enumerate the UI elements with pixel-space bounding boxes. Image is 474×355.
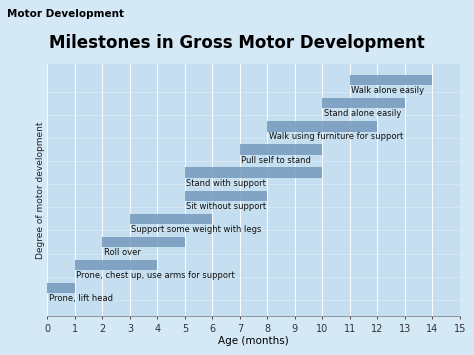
Bar	[185, 191, 267, 201]
Bar	[75, 260, 157, 270]
Bar	[185, 167, 322, 178]
Text: Pull self to stand: Pull self to stand	[241, 155, 311, 165]
Bar	[322, 98, 405, 108]
Text: Motor Development: Motor Development	[7, 9, 124, 19]
Text: Roll over: Roll over	[104, 248, 141, 257]
Text: Prone, lift head: Prone, lift head	[49, 294, 113, 303]
Text: Walk alone easily: Walk alone easily	[351, 86, 424, 95]
Bar	[350, 75, 432, 85]
Text: Stand with support: Stand with support	[186, 179, 266, 188]
Bar	[240, 144, 322, 155]
Text: Walk using furniture for support: Walk using furniture for support	[269, 132, 403, 141]
Text: Milestones in Gross Motor Development: Milestones in Gross Motor Development	[49, 34, 425, 51]
Y-axis label: Degree of motor development: Degree of motor development	[36, 121, 45, 259]
Text: Stand alone easily: Stand alone easily	[324, 109, 401, 118]
Bar	[130, 214, 212, 224]
Text: Support some weight with legs: Support some weight with legs	[131, 225, 262, 234]
Text: Prone, chest up, use arms for support: Prone, chest up, use arms for support	[76, 271, 235, 280]
Bar	[102, 237, 185, 247]
Bar	[47, 283, 75, 293]
X-axis label: Age (months): Age (months)	[218, 337, 289, 346]
Text: Sit without support: Sit without support	[186, 202, 266, 211]
Bar	[267, 121, 377, 132]
